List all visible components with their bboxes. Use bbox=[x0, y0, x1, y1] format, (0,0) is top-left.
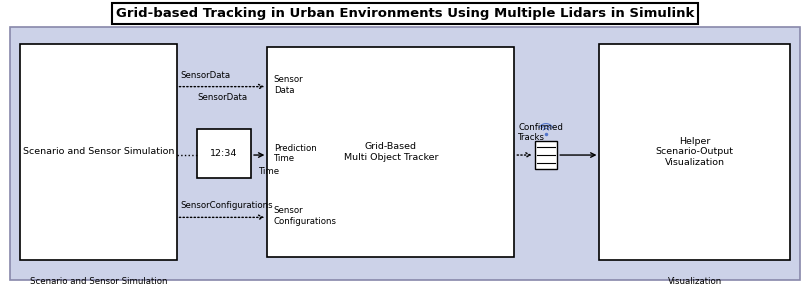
Bar bbox=[197, 129, 251, 178]
Text: Scenario and Sensor Simulation: Scenario and Sensor Simulation bbox=[30, 277, 167, 286]
Text: Time: Time bbox=[259, 167, 280, 176]
Text: Sensor
Data: Sensor Data bbox=[274, 75, 304, 95]
Bar bbox=[20, 44, 177, 260]
Text: Visualization: Visualization bbox=[667, 277, 722, 286]
Bar bbox=[267, 47, 514, 257]
Text: Confirmed
Tracks: Confirmed Tracks bbox=[518, 123, 563, 142]
Text: Grid-Based
Multi Object Tracker: Grid-Based Multi Object Tracker bbox=[343, 142, 438, 162]
Text: Grid-based Tracking in Urban Environments Using Multiple Lidars in Simulink: Grid-based Tracking in Urban Environment… bbox=[116, 7, 694, 20]
Text: Helper
Scenario-Output
Visualization: Helper Scenario-Output Visualization bbox=[655, 137, 734, 167]
Text: SensorData: SensorData bbox=[181, 71, 231, 80]
Text: Prediction
Time: Prediction Time bbox=[274, 144, 317, 163]
Text: SensorData: SensorData bbox=[198, 93, 248, 102]
Text: Scenario and Sensor Simulation: Scenario and Sensor Simulation bbox=[23, 147, 174, 157]
Text: 12:34: 12:34 bbox=[211, 149, 237, 158]
Bar bbox=[10, 27, 800, 280]
Text: Sensor
Configurations: Sensor Configurations bbox=[274, 206, 337, 226]
Bar bbox=[599, 44, 790, 260]
Bar bbox=[535, 140, 557, 170]
Text: SensorConfigurations: SensorConfigurations bbox=[181, 201, 273, 210]
